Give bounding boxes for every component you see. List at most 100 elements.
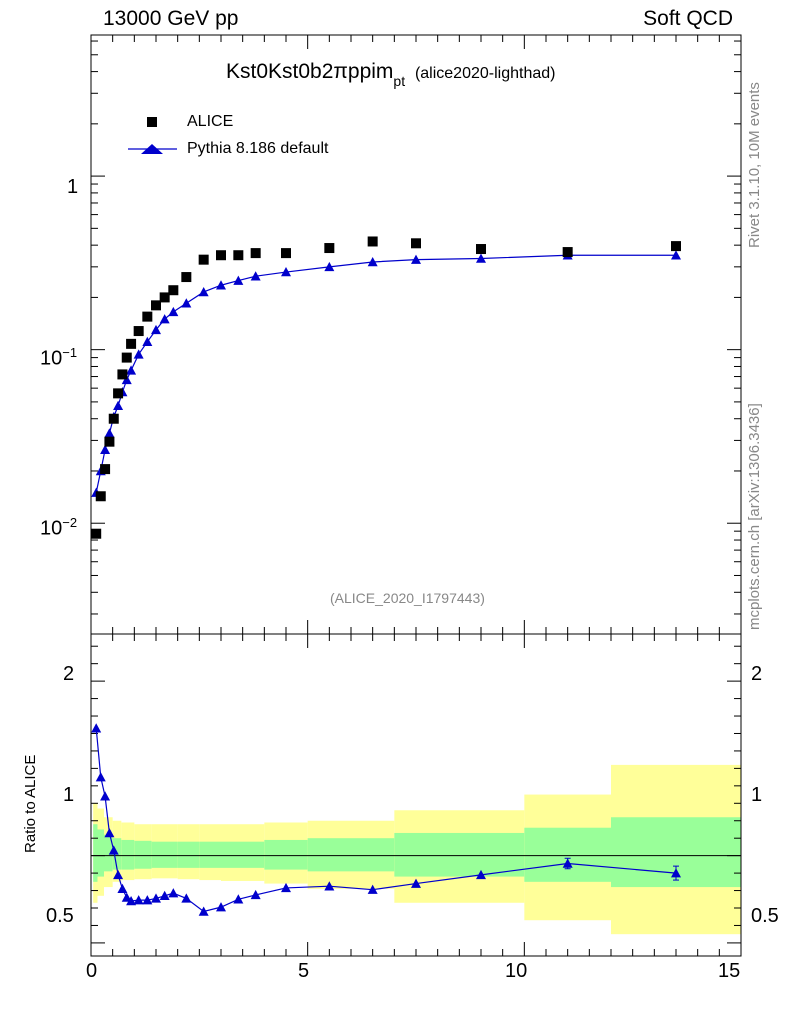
mc-ratio-point — [113, 869, 124, 880]
band-inner-bin — [104, 834, 113, 872]
data-point — [151, 300, 161, 311]
data-point — [671, 241, 681, 252]
mc-ratio-point — [671, 868, 681, 878]
mc-ratio-point — [168, 888, 179, 898]
mc-ratio-point — [133, 895, 144, 905]
mc-ratio-point — [281, 882, 291, 893]
data-point — [113, 388, 124, 399]
band-inner-bin — [264, 839, 308, 870]
mc-main-point — [168, 306, 179, 317]
data-point — [324, 243, 335, 254]
band-inner-bin — [93, 824, 98, 882]
mc-main-point — [233, 275, 244, 285]
band-inner-bin — [394, 832, 525, 877]
mc-main-point — [281, 267, 291, 277]
band-inner-bin — [177, 841, 200, 868]
data-point — [181, 272, 192, 283]
mc-ratio-point — [95, 772, 106, 782]
legend-markers — [128, 117, 177, 154]
mc-main-line — [95, 254, 676, 493]
xtick-0: 0 — [86, 960, 98, 982]
legend-data-marker — [147, 117, 157, 127]
band-inner-bin — [97, 829, 104, 877]
xtick-10: 10 — [505, 960, 528, 982]
ratio-ylabel: Ratio to ALICE — [22, 754, 39, 853]
data-point — [133, 326, 144, 337]
ratio-ytick-2-right: 2 — [751, 663, 763, 685]
analysis-watermark: (ALICE_2020_I1797443) — [330, 590, 485, 606]
xtick-5: 5 — [298, 960, 310, 982]
ratio-ytick-05-right: 0.5 — [751, 905, 779, 927]
legend-data-label: ALICE — [187, 113, 234, 130]
data-point — [142, 311, 153, 322]
mc-ratio-point — [250, 889, 261, 900]
mc-main-point — [126, 365, 137, 375]
mc-main-point — [142, 336, 153, 347]
mc-ratio-point — [411, 878, 421, 888]
mc-main-point — [198, 286, 209, 297]
ytick-1e-1: 10−1 — [40, 345, 78, 370]
mc-ratio-point — [91, 723, 102, 733]
mc-main-point — [121, 374, 132, 385]
rivet-info: Rivet 3.1.10, 10M events — [746, 82, 763, 248]
data-point — [117, 369, 128, 380]
mc-main-point — [100, 444, 111, 455]
data-point — [100, 464, 111, 475]
mc-ratio-point — [367, 884, 378, 894]
mc-ratio-point — [562, 858, 573, 868]
data-point — [126, 338, 137, 349]
band-inner-bin — [151, 841, 178, 868]
mc-main-point — [250, 271, 261, 281]
data-point — [91, 528, 102, 539]
ratio-ytick-05-left: 0.5 — [46, 905, 74, 927]
plot-title-subscript: pt — [393, 73, 406, 89]
mc-main-point — [216, 280, 226, 290]
mc-main-point — [133, 349, 144, 359]
ratio-ytick-1-right: 1 — [751, 784, 763, 806]
mc-ratio-point — [151, 893, 161, 903]
ratio-uncertainty-bands — [93, 764, 741, 935]
data-series-main — [91, 236, 681, 539]
band-inner-bin — [134, 840, 152, 869]
mc-main-point — [159, 314, 170, 324]
axis-ticks — [90, 35, 742, 956]
mc-ratio-point — [216, 902, 226, 912]
mc-main-point — [367, 256, 378, 267]
data-point — [104, 436, 115, 447]
mc-ratio-point — [104, 827, 115, 838]
mc-ratio-point — [126, 896, 137, 906]
band-inner-bin — [121, 839, 135, 870]
band-inner-bin — [199, 841, 221, 868]
mc-main-point — [324, 261, 335, 272]
mcplots-info: mcplots.cern.ch [arXiv:1306.3436] — [746, 403, 763, 630]
mc-ratio-point — [324, 881, 335, 891]
band-inner-bin — [221, 841, 265, 868]
mc-main-point — [113, 400, 124, 411]
data-point — [281, 248, 291, 259]
data-point — [233, 250, 244, 261]
mc-main-point — [671, 250, 681, 260]
data-point — [108, 413, 119, 424]
mc-ratio-point — [142, 895, 153, 905]
data-point — [562, 247, 573, 258]
mc-series-main — [91, 250, 681, 497]
energy-label: 13000 GeV pp — [103, 7, 239, 30]
mc-main-point — [104, 428, 115, 438]
data-point — [95, 491, 106, 502]
mc-ratio-point — [198, 906, 209, 916]
plot-title-tag: (alice2020-lighthad) — [414, 65, 556, 82]
data-point — [216, 250, 226, 261]
data-point — [367, 236, 378, 247]
ytick-1e-2: 10−2 — [40, 515, 78, 540]
mc-main-point — [411, 254, 421, 264]
data-point — [159, 292, 170, 303]
ratio-ytick-2-left: 2 — [63, 663, 75, 685]
mc-ratio-point — [476, 869, 486, 880]
plot-title-main: Kst0Kst0b2πppim — [226, 60, 394, 83]
legend-mc-label: Pythia 8.186 default — [187, 140, 329, 157]
mc-ratio-point — [117, 883, 128, 894]
band-inner-bin — [307, 838, 395, 872]
band-inner-bin — [524, 827, 611, 882]
plot-title: Kst0Kst0b2πppimpt (alice2020-lighthad) — [226, 60, 556, 89]
